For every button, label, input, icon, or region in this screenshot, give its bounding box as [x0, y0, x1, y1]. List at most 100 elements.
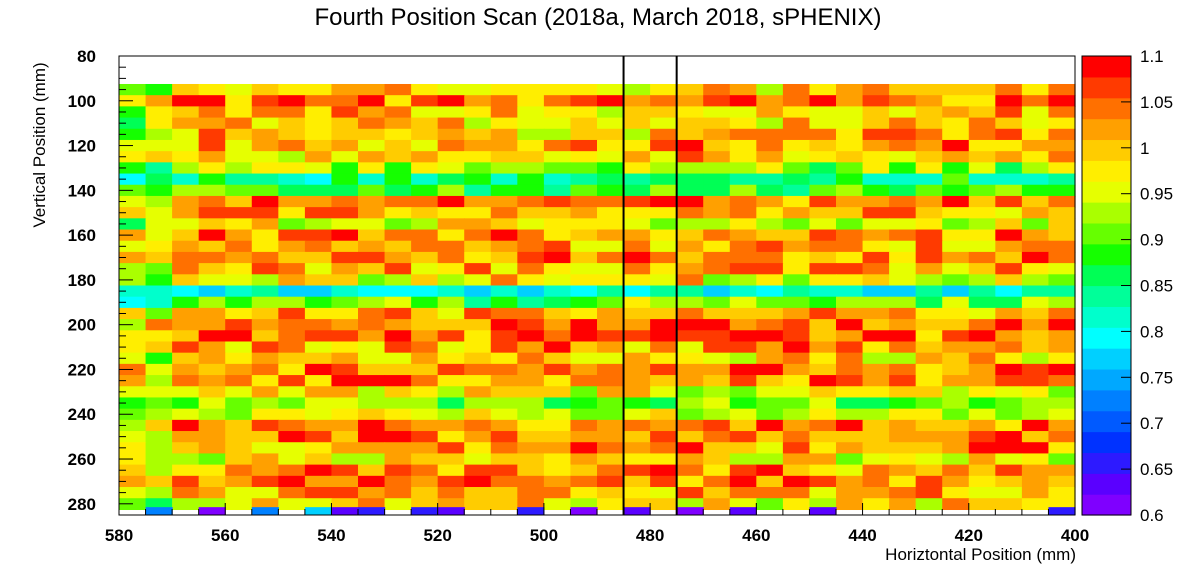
heatmap-cell: [490, 475, 518, 488]
heatmap-cell: [225, 274, 253, 287]
heatmap-cell: [889, 453, 917, 466]
heatmap-cell: [623, 419, 651, 432]
heatmap-cell: [1021, 375, 1050, 387]
heatmap-cell: [437, 296, 465, 309]
heatmap-cell: [836, 442, 864, 455]
heatmap-cell: [172, 442, 200, 455]
heatmap-cell: [358, 330, 386, 343]
colorbar-segment: [1082, 56, 1131, 78]
heatmap-cell: [411, 151, 439, 163]
heatmap-cell: [384, 95, 412, 107]
heatmap-cell: [1048, 487, 1076, 499]
heatmap-cell: [411, 498, 439, 511]
heatmap-cell: [623, 117, 651, 130]
colorbar-segment: [1082, 431, 1131, 454]
heatmap-cell: [968, 151, 996, 163]
heatmap-cell: [278, 397, 306, 410]
heatmap-cell: [278, 296, 306, 309]
heatmap-cell: [756, 95, 784, 107]
heatmap-cell: [225, 195, 253, 208]
heatmap-cell: [331, 475, 359, 488]
heatmap-cell: [198, 83, 226, 96]
heatmap-cell: [411, 431, 439, 443]
heatmap-cell: [543, 475, 572, 488]
heatmap-cell: [889, 285, 917, 298]
heatmap-cell: [915, 397, 943, 410]
heatmap-cell: [437, 431, 465, 443]
heatmap-cell: [172, 464, 200, 477]
heatmap-cell: [942, 498, 970, 511]
heatmap-cell: [703, 408, 731, 421]
heatmap-cell: [676, 139, 704, 152]
heatmap-cell: [411, 442, 439, 455]
heatmap-cell: [1021, 207, 1050, 219]
edge-cell: [304, 507, 333, 515]
heatmap-cell: [676, 307, 704, 320]
edge-cell: [517, 507, 545, 515]
heatmap-cell: [809, 442, 837, 455]
heatmap-cell: [968, 319, 996, 331]
heatmap-cell: [942, 464, 970, 477]
heatmap-cell: [862, 83, 890, 96]
heatmap-cell: [782, 341, 811, 354]
heatmap-cell: [862, 207, 890, 219]
colorbar-segment: [1082, 306, 1131, 328]
heatmap-cell: [172, 139, 200, 152]
heatmap-cell: [331, 442, 359, 455]
heatmap-cell: [437, 184, 465, 197]
heatmap-cell: [437, 487, 465, 499]
heatmap-cell: [1021, 464, 1050, 477]
heatmap-cell: [225, 386, 253, 399]
heatmap-cell: [304, 375, 333, 387]
heatmap-cell: [995, 352, 1023, 365]
heatmap-cell: [889, 274, 917, 287]
heatmap-cell: [198, 184, 226, 197]
heatmap-cell: [1048, 285, 1076, 298]
heatmap-cell: [251, 341, 279, 354]
heatmap-cell: [304, 431, 333, 443]
heatmap-cell: [703, 397, 731, 410]
colorbar-segment: [1082, 327, 1131, 349]
x-tick-label: 580: [105, 526, 133, 545]
heatmap-cell: [198, 207, 226, 219]
heatmap-cell: [570, 117, 598, 130]
heatmap-cell: [703, 319, 731, 331]
heatmap-cell: [729, 285, 757, 298]
heatmap-cell: [1048, 498, 1076, 511]
heatmap-cell: [703, 240, 731, 253]
heatmap-cell: [411, 487, 439, 499]
heatmap-cell: [650, 363, 678, 376]
heatmap-cell: [809, 375, 837, 387]
heatmap-cell: [623, 83, 651, 96]
heatmap-cell: [517, 184, 545, 197]
heatmap-cell: [597, 195, 625, 208]
heatmap-cell: [464, 475, 492, 488]
heatmap-cell: [570, 184, 598, 197]
heatmap-cell: [915, 408, 943, 421]
heatmap-cell: [517, 106, 545, 119]
heatmap-cell: [145, 263, 173, 275]
heatmap-cell: [437, 375, 465, 387]
heatmap-cell: [331, 173, 359, 186]
colorbar-segment: [1082, 97, 1131, 120]
heatmap-cell: [836, 375, 864, 387]
heatmap-cell: [358, 274, 386, 287]
heatmap-cell: [490, 431, 518, 443]
x-tick-label: 500: [530, 526, 558, 545]
heatmap-cell: [623, 408, 651, 421]
heatmap-cell: [198, 363, 226, 376]
heatmap-cell: [172, 195, 200, 208]
heatmap-cell: [331, 184, 359, 197]
heatmap-cell: [570, 229, 598, 242]
heatmap-cell: [543, 195, 572, 208]
heatmap-cell: [729, 341, 757, 354]
heatmap-cell: [358, 352, 386, 365]
heatmap-cell: [172, 173, 200, 186]
heatmap-cell: [570, 151, 598, 163]
heatmap-cell: [942, 296, 970, 309]
heatmap-cell: [968, 195, 996, 208]
heatmap-cell: [437, 498, 465, 511]
heatmap-cell: [1048, 128, 1076, 141]
heatmap-cell: [809, 431, 837, 443]
heatmap-cell: [543, 106, 572, 119]
